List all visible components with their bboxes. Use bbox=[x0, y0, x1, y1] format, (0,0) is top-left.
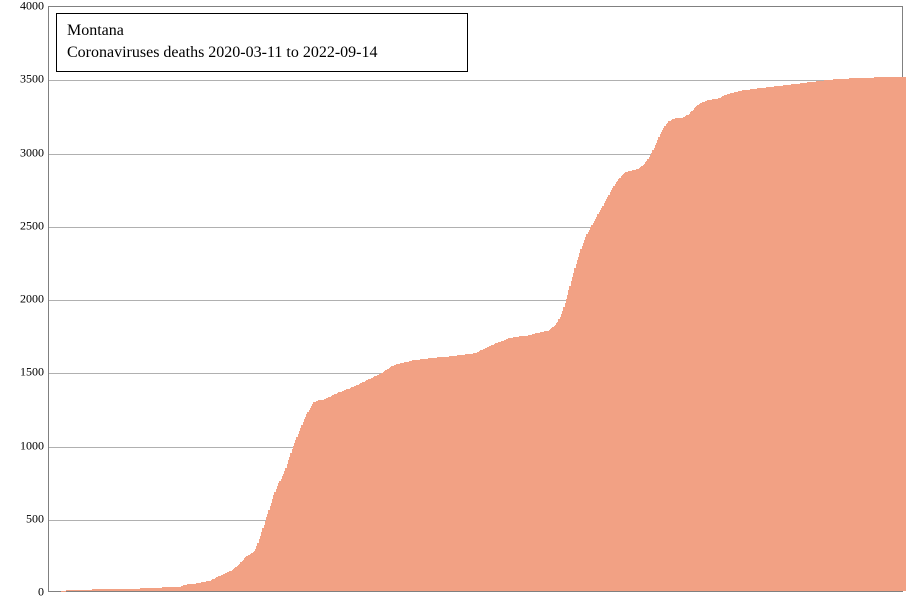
ytick-label: 2000 bbox=[20, 292, 44, 307]
title-line-2: Coronaviruses deaths 2020-03-11 to 2022-… bbox=[67, 42, 457, 64]
ytick-label: 3500 bbox=[20, 72, 44, 87]
bar bbox=[905, 77, 906, 592]
bars-layer bbox=[49, 7, 902, 591]
title-box: Montana Coronaviruses deaths 2020-03-11 … bbox=[56, 13, 468, 72]
ytick-label: 1500 bbox=[20, 365, 44, 380]
ytick-label: 1000 bbox=[20, 438, 44, 453]
title-line-1: Montana bbox=[67, 20, 457, 42]
plot-area: Montana Coronaviruses deaths 2020-03-11 … bbox=[48, 6, 903, 592]
ytick-label: 3000 bbox=[20, 145, 44, 160]
ytick-label: 4000 bbox=[20, 0, 44, 14]
ytick-label: 500 bbox=[26, 511, 44, 526]
chart-container: Montana Coronaviruses deaths 2020-03-11 … bbox=[0, 0, 918, 605]
ytick-label: 2500 bbox=[20, 218, 44, 233]
ytick-label: 0 bbox=[38, 585, 44, 600]
